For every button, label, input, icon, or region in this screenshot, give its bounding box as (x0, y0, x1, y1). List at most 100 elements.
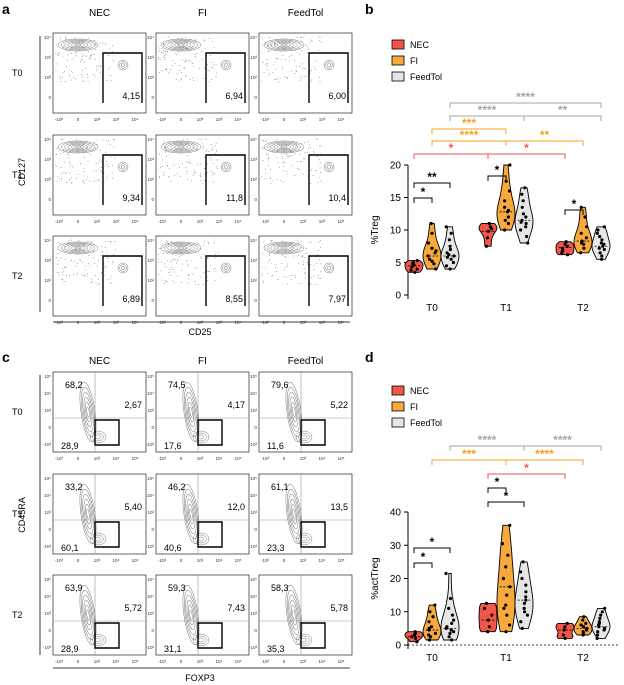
panel-a-contour (280, 43, 288, 47)
panel-d-significance-label: **** (478, 433, 497, 447)
panel-b-data-point (564, 240, 568, 244)
panel-a-contour (267, 39, 301, 51)
panel-c-contour (292, 406, 296, 418)
panel-b-data-point (426, 254, 430, 258)
panel-d-legend-label: FI (410, 402, 418, 412)
panel-c-contour (81, 488, 95, 540)
panel-b-data-point (506, 221, 510, 226)
panel-c-gate (300, 622, 326, 649)
panel-d-significance-bracket (505, 459, 584, 465)
panel-c-gate-value: 5,22 (330, 400, 348, 410)
panel-d-data-point (445, 625, 449, 629)
panel-b-data-point (409, 268, 413, 272)
panel-a-contour (67, 143, 89, 151)
panel-c-contour (295, 633, 313, 647)
panel-c-upper-left-value: 79,6 (271, 380, 289, 390)
panel-b-legend-swatch (391, 39, 405, 50)
panel-b-data-point (415, 259, 419, 263)
panel-c-contour (89, 633, 107, 647)
panel-a-contour (327, 63, 331, 67)
panel-a-gate (102, 52, 143, 103)
panel-a-x-tick: 0 (180, 219, 183, 224)
panel-d-violin-FeedTol (514, 561, 534, 629)
panel-a-y-tick: 10³ (147, 55, 154, 60)
panel-a-contour (277, 245, 291, 251)
panel-b-violin-FI (496, 164, 516, 231)
panel-c-x-tick: 10³ (300, 456, 307, 461)
panel-c-upper-left-value: 46,2 (168, 482, 186, 492)
panel-c-contour (189, 406, 193, 418)
panel-d-data-point (563, 625, 567, 629)
panel-b-data-point (449, 257, 453, 261)
panel-c-contour (188, 604, 194, 626)
panel-a-contour (67, 244, 89, 252)
panel-a-x-tick: 10⁴ (132, 219, 139, 224)
panel-a-contour (71, 245, 85, 251)
panel-c-gate-value: 5,78 (330, 603, 348, 613)
panel-c-x-tick: 10⁵ (132, 456, 139, 461)
panel-c-y-tick: 10⁴ (147, 594, 154, 599)
panel-c-contour (184, 488, 198, 540)
panel-d-data-point (486, 630, 490, 634)
panel-c-contour (195, 635, 207, 645)
panel-c-x-tick: 10⁵ (235, 456, 242, 461)
panel-c-y-label: CD45RA (17, 497, 27, 533)
panel-c-y-tick: 10³ (44, 510, 51, 515)
panel-b-data-point (432, 262, 436, 266)
panel-a-x-tick: 10⁴ (338, 117, 345, 122)
panel-b-data-point (580, 241, 584, 245)
panel-c-x-tick: -10³ (158, 558, 167, 563)
panel-c-contour (79, 484, 97, 544)
panel-a-x-tick: -10² (158, 117, 167, 122)
panel-d-significance-label: * (524, 461, 529, 475)
panel-c-x-tick: 0 (283, 659, 286, 664)
panel-a-y-tick: 10² (147, 278, 154, 283)
panel-a-contour (64, 142, 92, 152)
panel-b-data-point (596, 228, 600, 232)
panel-c-y-tick: -10³ (146, 645, 155, 650)
panel-b-data-point (434, 267, 438, 271)
panel-b-data-point (583, 215, 587, 219)
panel-d-data-point (482, 606, 487, 611)
panel-a-y-tick: 10³ (44, 258, 51, 263)
panel-a-contour (174, 245, 188, 251)
panel-c-lower-left-value: 28,9 (61, 441, 79, 451)
panel-c-y-tick: 10⁴ (44, 594, 51, 599)
panel-a-x-tick: 10⁴ (235, 320, 242, 325)
panel-c-lower-left-value: 31,1 (164, 644, 182, 654)
panel-a-contour (71, 42, 85, 48)
panel-d-y-tick-label: 30 (390, 541, 402, 552)
panel-d-data-point (585, 626, 589, 631)
panel-b-data-point (444, 264, 449, 268)
panel-a-y-tick: 10³ (250, 157, 257, 162)
panel-a-contour (325, 264, 333, 272)
panel-c-contour (82, 493, 94, 535)
panel-a-contour (177, 43, 185, 47)
panel-a-gate-value: 6,94 (225, 91, 243, 101)
panel-c-lower-left-value: 28,9 (61, 644, 79, 654)
panel-a-y-tick: 10² (250, 278, 257, 283)
panel-c-contour (86, 508, 90, 520)
panel-c-lower-left-value: 23,3 (267, 543, 285, 553)
panel-a-contour (119, 61, 127, 69)
panel-a-x-tick: 10³ (216, 219, 223, 224)
panel-a-contour (327, 165, 331, 169)
panel-a-contour (325, 61, 333, 69)
panel-a-y-tick: 10² (44, 278, 51, 283)
panel-a-y-tick: 10⁴ (250, 238, 257, 243)
panel-d-data-point (524, 583, 528, 587)
panel-d-data-point (522, 606, 526, 611)
panel-b-data-point (410, 265, 414, 269)
panel-c-contour (182, 382, 200, 442)
panel-a-y-label: CD127 (17, 158, 27, 186)
panel-a-contour (277, 42, 291, 48)
panel-c-x-tick: 0 (77, 558, 80, 563)
panel-a-x-tick: 10³ (113, 320, 120, 325)
panel-b-data-point (449, 231, 453, 235)
panel-a-y-tick: 0 (48, 197, 51, 202)
panel-c-contour (285, 585, 303, 645)
panel-c-contour (82, 594, 94, 636)
panel-c-x-tick: 10⁴ (113, 659, 120, 664)
panel-c-contour (188, 401, 194, 423)
panel-b-significance-label: **** (460, 128, 479, 142)
